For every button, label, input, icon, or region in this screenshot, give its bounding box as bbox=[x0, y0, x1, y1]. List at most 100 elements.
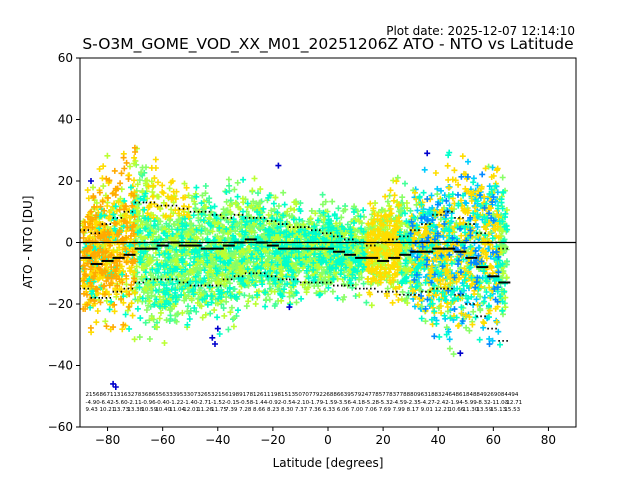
bin-stat-value: 7.06 bbox=[365, 407, 378, 413]
x-axis-label: Latitude [degrees] bbox=[273, 456, 384, 470]
x-tick-label: −20 bbox=[260, 433, 285, 447]
scatter-points bbox=[80, 144, 511, 390]
bin-stat-value: 3395 bbox=[169, 392, 183, 398]
bin-stat-value: 13.38 bbox=[127, 407, 143, 413]
bin-stat-value: 8.23 bbox=[267, 407, 280, 413]
bin-stat-value: 9.43 bbox=[86, 407, 99, 413]
bin-stat-value: -1.22 bbox=[169, 400, 183, 406]
bin-stat-value: 12.01 bbox=[183, 407, 199, 413]
bin-stat-value: 11.30 bbox=[462, 407, 478, 413]
bin-stat-value: -1.52 bbox=[211, 400, 225, 406]
bin-stat-value: -4.27 bbox=[421, 400, 436, 406]
bin-stat-value: -2.42 bbox=[435, 400, 449, 406]
plot-date: Plot date: 2025-12-07 12:14:10 bbox=[386, 24, 575, 38]
bin-stat-value: -6.42 bbox=[99, 400, 113, 406]
bin-stat-value: 9178 bbox=[239, 392, 253, 398]
bin-stat-value: 12.21 bbox=[435, 407, 451, 413]
y-axis-label: ATO - NTO [DU] bbox=[21, 196, 35, 289]
bin-stat-value: 11.75 bbox=[211, 407, 227, 413]
x-tick-label: 0 bbox=[324, 433, 332, 447]
y-tick-label: 40 bbox=[58, 113, 73, 127]
bin-stat-value: 8671 bbox=[99, 392, 113, 398]
bin-stat-value: 7.37 bbox=[295, 407, 308, 413]
y-axis: −60 −40 −20 0 20 40 60 bbox=[48, 51, 80, 434]
bin-stat-value: -4.90 bbox=[86, 400, 101, 406]
bin-stat-value: 13.73 bbox=[113, 407, 129, 413]
bin-statistics: 2156 8671 1316 3278 3686 5563 3395 3307 3265 3215… bbox=[86, 392, 523, 413]
bin-stat-value: 15.13 bbox=[490, 407, 506, 413]
bin-stat-value: 5563 bbox=[155, 392, 169, 398]
bin-stat-value: 1198 bbox=[267, 392, 281, 398]
bin-stat-value: -5.32 bbox=[379, 400, 393, 406]
x-tick-label: −40 bbox=[205, 433, 230, 447]
bin-stat-value: 13.59 bbox=[476, 407, 492, 413]
bin-stat-value: 6639 bbox=[337, 392, 351, 398]
bin-stat-value: 3215 bbox=[211, 392, 225, 398]
bin-stat-value: -2.11 bbox=[127, 400, 141, 406]
bin-stat-value: -1.79 bbox=[309, 400, 324, 406]
bin-stat-value: -4.18 bbox=[351, 400, 366, 406]
x-tick-label: −60 bbox=[150, 433, 175, 447]
bin-stat-value: 3686 bbox=[141, 392, 155, 398]
scatter-series-8 bbox=[88, 150, 464, 390]
bin-stat-value: -2.35 bbox=[407, 400, 422, 406]
bin-stat-value: 2688 bbox=[323, 392, 337, 398]
bin-stat-value: -0.54 bbox=[281, 400, 296, 406]
x-tick-label: −80 bbox=[95, 433, 120, 447]
bin-stat-value: 6486 bbox=[449, 392, 463, 398]
x-tick-label: 80 bbox=[541, 433, 556, 447]
bin-stat-value: 15.53 bbox=[504, 407, 520, 413]
bin-stat-value: -8.32 bbox=[476, 400, 490, 406]
bin-stat-value: 5778 bbox=[379, 392, 393, 398]
y-tick-label: 60 bbox=[58, 51, 73, 65]
bin-stat-value: 10.59 bbox=[141, 407, 157, 413]
bin-stat-value: 6908 bbox=[490, 392, 504, 398]
bin-stat-value: -12.71 bbox=[504, 400, 522, 406]
bin-stat-value: 8.17 bbox=[407, 407, 420, 413]
bin-stat-value: -0.96 bbox=[141, 400, 156, 406]
bin-stat-value: 3307 bbox=[183, 392, 197, 398]
scatter-series-7 bbox=[407, 171, 502, 348]
y-tick-label: −60 bbox=[48, 420, 73, 434]
bin-stat-value: 8.66 bbox=[253, 407, 266, 413]
bin-stat-value: 7.99 bbox=[393, 407, 406, 413]
bin-stat-value: 1316 bbox=[113, 392, 127, 398]
bin-stat-value: -11.03 bbox=[490, 400, 508, 406]
bin-stat-value: 10.40 bbox=[155, 407, 171, 413]
bin-stat-value: 1261 bbox=[253, 392, 267, 398]
y-tick-label: −20 bbox=[48, 297, 73, 311]
bin-stat-value: -1.40 bbox=[183, 400, 198, 406]
bin-stat-value: 1848 bbox=[462, 392, 476, 398]
bin-stat-value: 6.06 bbox=[337, 407, 350, 413]
y-tick-label: −40 bbox=[48, 359, 73, 373]
bin-stat-value: 3278 bbox=[127, 392, 141, 398]
bin-stat-value: 7.39 bbox=[225, 407, 238, 413]
bin-stat-value: 7792 bbox=[309, 392, 323, 398]
mean-markers bbox=[80, 238, 511, 284]
bin-stat-value: -1.44 bbox=[253, 400, 268, 406]
bin-stat-value: 10.21 bbox=[99, 407, 115, 413]
bin-stat-value: 6318 bbox=[421, 392, 435, 398]
bin-stat-value: -5.60 bbox=[113, 400, 128, 406]
bin-stat-value: 4778 bbox=[365, 392, 379, 398]
bin-stat-value: -5.99 bbox=[462, 400, 477, 406]
bin-stat-value: -1.59 bbox=[323, 400, 338, 406]
y-tick-label: 20 bbox=[58, 174, 73, 188]
bin-stat-value: -2.10 bbox=[295, 400, 310, 406]
bin-stat-value: 2156 bbox=[86, 392, 100, 398]
bin-stat-value: 10.66 bbox=[449, 407, 465, 413]
bin-stat-value: -1.94 bbox=[449, 400, 464, 406]
bin-stat-value: 8492 bbox=[476, 392, 490, 398]
bin-stat-value: 6198 bbox=[225, 392, 239, 398]
bin-stat-value: -0.40 bbox=[155, 400, 170, 406]
bin-stat-value: 5792 bbox=[351, 392, 365, 398]
y-tick-label: 0 bbox=[65, 236, 73, 250]
bin-stat-value: 7.28 bbox=[239, 407, 252, 413]
bin-stat-value: 6.33 bbox=[323, 407, 336, 413]
bin-stat-value: 8324 bbox=[435, 392, 449, 398]
bin-stat-value: -0.15 bbox=[225, 400, 240, 406]
chart-title: S-O3M_GOME_VOD_XX_M01_20251206Z ATO - NT… bbox=[82, 35, 573, 54]
x-tick-label: 20 bbox=[375, 433, 390, 447]
x-tick-label: 40 bbox=[431, 433, 446, 447]
bin-stat-value: -4.59 bbox=[393, 400, 408, 406]
